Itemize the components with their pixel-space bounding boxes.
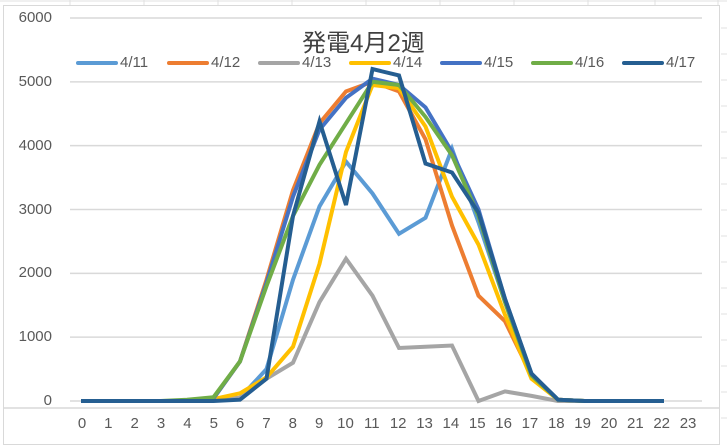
x-tick-label: 19 bbox=[574, 415, 591, 432]
y-tick-label: 5000 bbox=[18, 72, 52, 90]
legend-swatch-icon bbox=[440, 61, 482, 65]
x-tick-label: 9 bbox=[314, 415, 324, 432]
x-tick-label: 14 bbox=[442, 415, 460, 432]
chart-area[interactable] bbox=[3, 5, 720, 445]
y-tick-label: 4000 bbox=[18, 136, 52, 154]
y-tick-label: 1000 bbox=[18, 328, 52, 346]
y-tick-label: 6000 bbox=[18, 9, 52, 26]
x-tick-label: 18 bbox=[547, 415, 565, 432]
chart-title: 発電4月2週 bbox=[302, 30, 425, 57]
x-tick-label: 16 bbox=[495, 415, 512, 432]
x-tick-label: 12 bbox=[389, 415, 407, 432]
x-tick-label: 0 bbox=[77, 415, 87, 432]
x-tick-label: 2 bbox=[130, 415, 139, 432]
legend-swatch-icon bbox=[258, 61, 300, 65]
x-tick-label: 17 bbox=[521, 415, 539, 432]
y-tick-label: 3000 bbox=[18, 200, 52, 218]
y-tick-label: 0 bbox=[43, 392, 52, 409]
x-tick-label: 8 bbox=[288, 415, 297, 432]
x-tick-label: 21 bbox=[627, 415, 644, 432]
x-tick-label: 1 bbox=[104, 415, 113, 432]
x-tick-label: 23 bbox=[679, 415, 697, 432]
x-tick-label: 11 bbox=[364, 415, 380, 432]
legend-label: 4/16 bbox=[575, 54, 605, 71]
legend-swatch-icon bbox=[531, 61, 573, 65]
x-tick-label: 5 bbox=[209, 415, 218, 432]
x-tick-label: 22 bbox=[653, 415, 671, 432]
x-tick-label: 6 bbox=[235, 415, 245, 432]
x-tick-label: 10 bbox=[337, 415, 354, 432]
legend-label: 4/14 bbox=[393, 54, 423, 71]
x-tick-label: 4 bbox=[183, 415, 192, 432]
legend-label: 4/15 bbox=[484, 54, 514, 71]
legend-label: 4/17 bbox=[666, 54, 696, 71]
x-tick-label: 13 bbox=[416, 415, 433, 432]
legend-label: 4/12 bbox=[211, 54, 241, 71]
legend-label: 4/13 bbox=[302, 54, 332, 71]
x-tick-label: 15 bbox=[468, 415, 486, 432]
legend-swatch-icon bbox=[167, 61, 209, 65]
x-tick-label: 3 bbox=[156, 415, 166, 432]
legend-swatch-icon bbox=[349, 61, 391, 65]
x-tick-label: 7 bbox=[262, 415, 271, 432]
legend-swatch-icon bbox=[622, 61, 664, 65]
legend-label: 4/11 bbox=[120, 54, 149, 71]
series-line-4-17[interactable] bbox=[81, 66, 664, 403]
x-tick-label: 20 bbox=[600, 415, 618, 432]
y-tick-label: 2000 bbox=[18, 264, 52, 282]
legend-swatch-icon bbox=[76, 61, 118, 65]
